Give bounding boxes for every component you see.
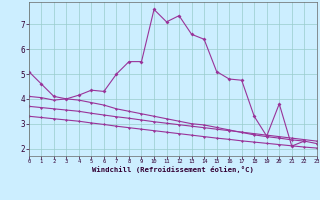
X-axis label: Windchill (Refroidissement éolien,°C): Windchill (Refroidissement éolien,°C) <box>92 166 254 173</box>
